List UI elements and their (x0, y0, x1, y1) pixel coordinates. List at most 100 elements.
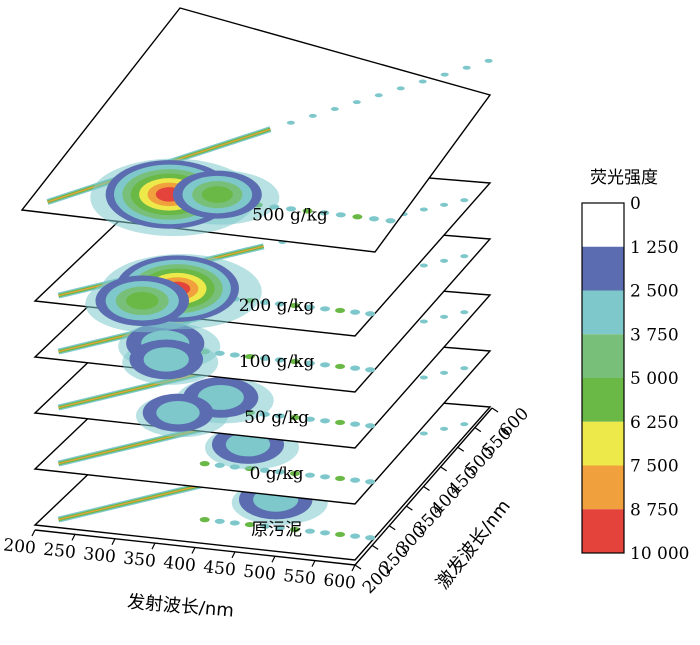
slice-stack: 原污泥 0 g/kg 50 g/kg 100 g/kg 200 g/kg 500 g/kg (20, 7, 493, 561)
scatter-dot (350, 477, 361, 483)
scatter-dot (462, 65, 471, 70)
scatter-dot (259, 523, 270, 529)
fluorescence-peaks (118, 322, 221, 385)
scatter-dot (460, 254, 469, 259)
scatter-dot (304, 416, 315, 422)
y-tick (457, 446, 465, 452)
x-tick-label: 600 (322, 570, 356, 593)
scatter-dot (289, 470, 300, 477)
colorbar-label: 2 500 (630, 282, 679, 302)
scatter-dot (440, 370, 449, 375)
scatter-dot (335, 307, 346, 314)
scatter-dot (460, 366, 469, 371)
colorbar-label: 5 000 (630, 369, 679, 389)
slice-label: 500 g/kg (252, 206, 328, 226)
y-tick (354, 564, 362, 570)
scatter-dot (335, 531, 346, 538)
x-tick (191, 547, 196, 554)
x-tick (31, 529, 36, 537)
scatter-dot (440, 258, 449, 263)
scatter-dot (274, 469, 285, 475)
scatter-dot (214, 518, 225, 524)
scatter-dot (365, 367, 376, 373)
colorbar-swatch (582, 509, 624, 553)
colorbar-swatch (582, 421, 624, 466)
x-tick-label: 350 (122, 549, 156, 572)
colorbar-swatch (582, 378, 624, 422)
scatter-dot (365, 311, 376, 317)
x-tick-label: 400 (162, 553, 196, 576)
scatter-dot (385, 218, 396, 224)
y-tick (440, 466, 447, 472)
y-tick (406, 505, 413, 511)
scatter-dot (365, 423, 376, 429)
x-tick-label: 450 (202, 557, 236, 580)
scatter-dot (289, 302, 300, 309)
scatter-dot (304, 304, 315, 310)
x-tick-label: 500 (242, 562, 276, 585)
fluorescence-peaks (90, 158, 280, 237)
peak-contour (225, 432, 271, 457)
colorbar-label: 0 (630, 194, 641, 214)
scatter-dot (302, 208, 313, 214)
colorbar-swatch (582, 334, 624, 378)
scatter-dot (320, 362, 331, 368)
colorbar-frame (581, 202, 625, 554)
scatter-dot (199, 517, 210, 523)
fluorescence-peaks (85, 254, 262, 333)
slice-label: 200 g/kg (239, 296, 315, 316)
scatter-dot (374, 93, 383, 98)
scatter-dot (304, 360, 315, 366)
scatter-dot (365, 479, 376, 485)
peak-contour (197, 384, 244, 410)
scatter-dot (319, 210, 330, 216)
scatter-dot (419, 431, 428, 436)
slice-label: 原污泥 (251, 520, 302, 540)
scatter-dot (368, 216, 379, 222)
scatter-dot (335, 363, 346, 370)
scatter-dot (350, 309, 361, 315)
scatter-dot (229, 352, 240, 358)
colorbar-label: 6 250 (630, 413, 679, 433)
scatter-dot (460, 198, 469, 203)
peak-contour (201, 186, 233, 203)
x-tick (351, 564, 356, 572)
scatter-dot (335, 212, 346, 218)
scatter-dot (289, 358, 300, 365)
scatter-dot (259, 467, 270, 473)
scatter-dot (352, 214, 363, 220)
colorbar-label: 1 250 (630, 238, 679, 258)
scatter-dot (244, 521, 255, 528)
colorbar-label: 8 750 (630, 500, 679, 520)
x-tick (151, 542, 156, 550)
scatter-dot (286, 120, 295, 125)
scatter-dot (304, 528, 315, 534)
scatter-dot (286, 206, 297, 212)
scatter-dot (350, 365, 361, 371)
y-tick (423, 486, 430, 491)
scatter-dot (396, 86, 405, 91)
scatter-dot (335, 475, 346, 482)
scatter-dot (419, 207, 428, 212)
scatter-dot (350, 533, 361, 539)
x-tick (311, 560, 316, 567)
colorbar-swatch (582, 246, 624, 291)
scatter-dot (274, 413, 285, 419)
scatter-dot (199, 461, 210, 467)
x-tick (231, 551, 236, 559)
scatter-dot (460, 310, 469, 315)
colorbar-swatch (582, 465, 624, 510)
second-order-scatter (199, 517, 376, 541)
colorbar-label: 10 000 (630, 544, 689, 564)
scatter-dot (365, 535, 376, 541)
scatter-dot (419, 375, 428, 380)
colorbar-label: 7 500 (630, 457, 679, 477)
scatter-dot (440, 426, 449, 431)
scatter-dot (440, 202, 449, 207)
scatter-dot (259, 355, 270, 361)
scatter-dot (259, 299, 270, 305)
scatter-dot (460, 422, 469, 427)
scatter-dot (289, 526, 300, 533)
slice-5: 500 g/kg (20, 7, 493, 253)
